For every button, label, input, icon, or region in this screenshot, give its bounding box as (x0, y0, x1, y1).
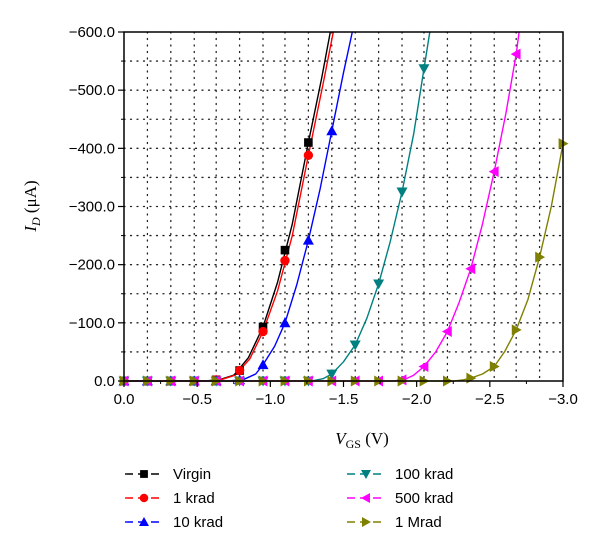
y-tick-label: −100.0 (69, 315, 115, 332)
data-point-1-krad (258, 326, 268, 337)
x-axis-title-main: V (335, 429, 348, 448)
data-point-100-krad (349, 340, 361, 351)
legend-item-10-krad: 10 krad (125, 514, 223, 531)
x-tick-label: −0.5 (182, 391, 212, 408)
x-tick-label: −2.5 (475, 391, 505, 408)
legend-item-1-mrad: 1 Mrad (347, 514, 442, 531)
y-tick-labels: 0.0 −100.0 −200.0 −300.0 −400.0 −500.0 −600.0 (69, 24, 115, 390)
legend: Virgin 1 krad 10 krad 100 krad 500 krad 1 Mra… (125, 466, 453, 531)
y-axis-title-main: I (21, 225, 40, 233)
y-tick-label: −600.0 (69, 24, 115, 41)
legend-item-virgin: Virgin (125, 466, 211, 483)
axis-ticks (118, 31, 564, 387)
data-point-100-krad (326, 369, 338, 380)
x-tick-label: 0.0 (114, 391, 135, 408)
legend-item-1-krad: 1 krad (125, 490, 215, 507)
data-point-100-krad (396, 187, 408, 198)
legend-swatch-marker (139, 493, 149, 503)
data-point-10-krad (302, 234, 314, 245)
grid (123, 31, 564, 382)
legend-item-500-krad: 500 krad (347, 490, 453, 507)
data-point-10-krad (326, 125, 338, 136)
x-tick-label: −1.5 (329, 391, 359, 408)
data-point-100-krad (418, 64, 430, 75)
data-point-500-krad (510, 48, 521, 60)
series-line-1-mrad (124, 143, 564, 382)
legend-label: Virgin (173, 466, 211, 483)
x-axis-title: VGS (V) (335, 429, 389, 451)
data-point-10-krad (279, 317, 291, 328)
data-point-500-krad (418, 360, 429, 372)
legend-label: 10 krad (173, 514, 223, 531)
data-point-500-krad (488, 166, 499, 178)
data-point-1-mrad (535, 251, 546, 263)
data-point-500-krad (441, 326, 452, 338)
legend-label: 100 krad (395, 466, 453, 483)
legend-swatch-marker (139, 517, 149, 526)
y-tick-label: −400.0 (69, 140, 115, 157)
y-tick-label: −500.0 (69, 82, 115, 99)
y-tick-label: −200.0 (69, 257, 115, 274)
data-point-virgin (304, 138, 313, 147)
y-tick-label: −300.0 (69, 199, 115, 216)
data-point-100-krad (373, 279, 385, 290)
x-tick-labels: 0.0 −0.5 −1.0 −1.5 −2.0 −2.5 −3.0 (114, 391, 578, 408)
legend-label: 500 krad (395, 490, 453, 507)
series-line-100-krad (124, 31, 431, 382)
data-point-virgin (280, 245, 290, 255)
x-tick-label: −3.0 (548, 391, 578, 408)
legend-swatch-marker (361, 470, 371, 479)
legend-item-100-krad: 100 krad (347, 466, 453, 483)
data-point-1-krad (234, 365, 245, 376)
markers (118, 48, 569, 387)
legend-swatch-marker (362, 517, 371, 527)
data-point-1-mrad (489, 360, 500, 372)
x-axis-title-unit: (V) (361, 429, 389, 448)
y-tick-label: 0.0 (94, 373, 115, 390)
data-point-500-krad (465, 263, 476, 275)
series-line-500-krad (124, 31, 520, 382)
y-axis-title-unit: (μA) (21, 180, 40, 217)
legend-label: 1 Mrad (395, 514, 442, 531)
legend-label: 1 krad (173, 490, 215, 507)
legend-swatch-marker (140, 470, 148, 478)
data-point-10-krad (257, 359, 269, 370)
x-tick-label: −2.0 (402, 391, 432, 408)
y-axis-title: ID (μA) (21, 180, 43, 232)
x-tick-label: −1.0 (256, 391, 286, 408)
data-point-1-krad (303, 150, 314, 160)
series-line-10-krad (124, 31, 353, 382)
legend-swatch-marker (361, 493, 370, 503)
y-axis-title-sub: D (29, 217, 43, 227)
data-point-1-mrad (466, 372, 477, 384)
data-point-1-mrad (511, 324, 522, 336)
x-axis-title-sub: GS (346, 437, 361, 451)
data-point-1-krad (280, 255, 290, 266)
